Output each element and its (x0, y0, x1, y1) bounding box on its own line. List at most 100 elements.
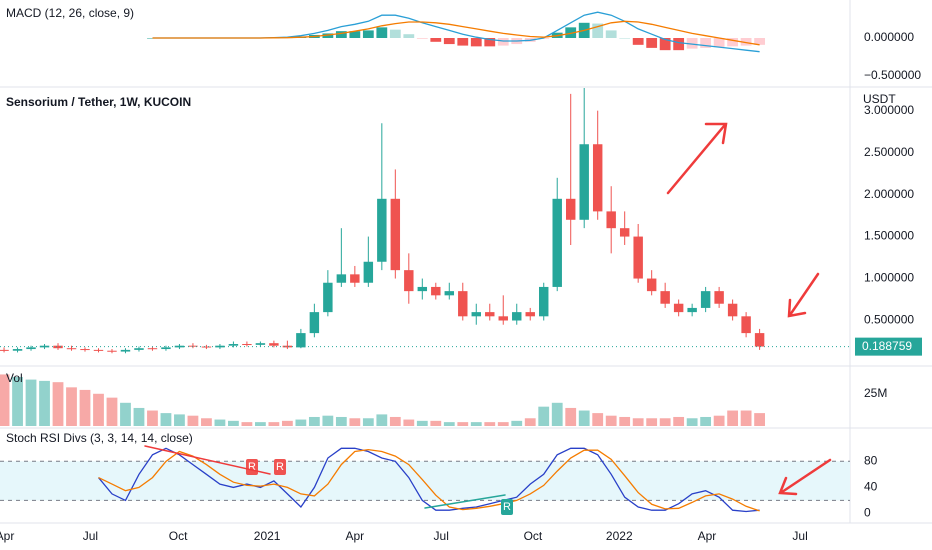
histogram-bar (700, 38, 712, 48)
x-tick-label: Apr (345, 529, 364, 543)
candle-body (633, 236, 643, 279)
signal-label: R (276, 461, 284, 473)
volume-bar (592, 413, 604, 426)
stoch-line (97, 447, 760, 513)
candle-body (242, 344, 252, 346)
volume-bar (430, 420, 442, 426)
volume-bar (619, 416, 631, 426)
candle-body (93, 349, 104, 351)
x-tick-label: Oct (169, 529, 188, 543)
candle-body (498, 316, 508, 321)
stoch-title: Stoch RSI Divs (3, 3, 14, 14, close) (6, 431, 193, 445)
volume-bar (376, 414, 388, 426)
volume-bar (700, 416, 712, 426)
candle-body (228, 344, 239, 346)
histogram-bar (389, 29, 401, 38)
volume-bar (632, 418, 644, 426)
candle-body (309, 312, 320, 334)
histogram-bar (673, 38, 685, 51)
candle-body (174, 345, 185, 348)
histogram-bar (497, 38, 509, 46)
y-tick-label: 1.000000 (864, 271, 914, 285)
candle-body (619, 228, 630, 237)
volume-bar (497, 422, 509, 426)
candle-body (417, 286, 428, 292)
candle-body (579, 144, 589, 220)
candles (0, 88, 765, 354)
volume-bar (133, 407, 145, 426)
volume-bar (457, 422, 469, 426)
candle-body (350, 274, 360, 283)
candle-body (592, 144, 603, 212)
candle-body (201, 346, 212, 348)
histogram-bar (632, 38, 644, 45)
candle-body (282, 345, 293, 348)
signal-label: R (248, 461, 256, 473)
histogram-bar (362, 30, 374, 38)
candle-body (336, 274, 347, 283)
histogram-bar (443, 38, 455, 45)
candle-body (539, 286, 549, 317)
volume-bar (349, 418, 361, 426)
volume-bar (335, 416, 347, 426)
candle-body (404, 270, 414, 292)
candle-body (269, 343, 279, 346)
volume-bar (295, 419, 307, 426)
plots: 0.188759 R R R (0, 11, 922, 515)
volume-bar (308, 416, 320, 426)
volume-bar (93, 393, 104, 426)
stoch-band (0, 461, 850, 501)
histogram-bar (740, 38, 752, 46)
candle-body (714, 291, 724, 304)
y-tick-label: 80 (864, 453, 878, 467)
volume-bar (524, 418, 536, 426)
volume-bar (551, 402, 563, 426)
candle-body (673, 303, 684, 313)
histogram-bar (686, 38, 698, 49)
candle-body (458, 291, 468, 317)
arrow (778, 458, 832, 496)
volume-bar (66, 387, 77, 426)
histogram-bar (349, 31, 361, 38)
divergence-line (424, 494, 506, 509)
candle-body (687, 307, 697, 313)
volume-bar (268, 422, 280, 426)
histogram-bar (484, 38, 496, 47)
candle-body (107, 350, 117, 352)
x-tick-label: Oct (524, 529, 543, 543)
candle-body (26, 347, 36, 350)
candle-body (323, 282, 333, 313)
volume-bar (416, 420, 428, 426)
x-tick-label: 2022 (606, 529, 633, 543)
histogram-bar (322, 33, 334, 38)
y-tick-label: 2.500000 (864, 145, 914, 159)
volume-bar (484, 422, 496, 426)
volume-bar (754, 413, 765, 426)
candle-body (120, 349, 131, 352)
x-tick-label: Jul (792, 529, 807, 543)
volume-bar (322, 415, 334, 426)
signal-label: R (503, 501, 511, 513)
annotations (144, 122, 832, 509)
volume-bar (673, 416, 685, 426)
axis-unit: USDT (863, 92, 896, 106)
volume-bar (686, 418, 698, 426)
histogram-bar (376, 27, 388, 38)
volume-bar (403, 419, 415, 426)
histogram-bar (470, 38, 482, 47)
candle-body (66, 348, 77, 350)
volume-bar (538, 406, 550, 426)
histogram-bar (416, 38, 428, 39)
candle-body (485, 312, 495, 317)
volume-bar (605, 415, 617, 426)
candle-body (147, 348, 158, 350)
signal-badge (501, 499, 513, 515)
candle-body (727, 303, 738, 317)
y-tick-label: 25M (864, 386, 887, 400)
x-tick-label: Apr (0, 529, 14, 543)
histogram-bar (335, 31, 347, 38)
histogram-bar (727, 38, 739, 47)
volume-bar (281, 420, 293, 426)
histogram-bar (619, 38, 631, 39)
